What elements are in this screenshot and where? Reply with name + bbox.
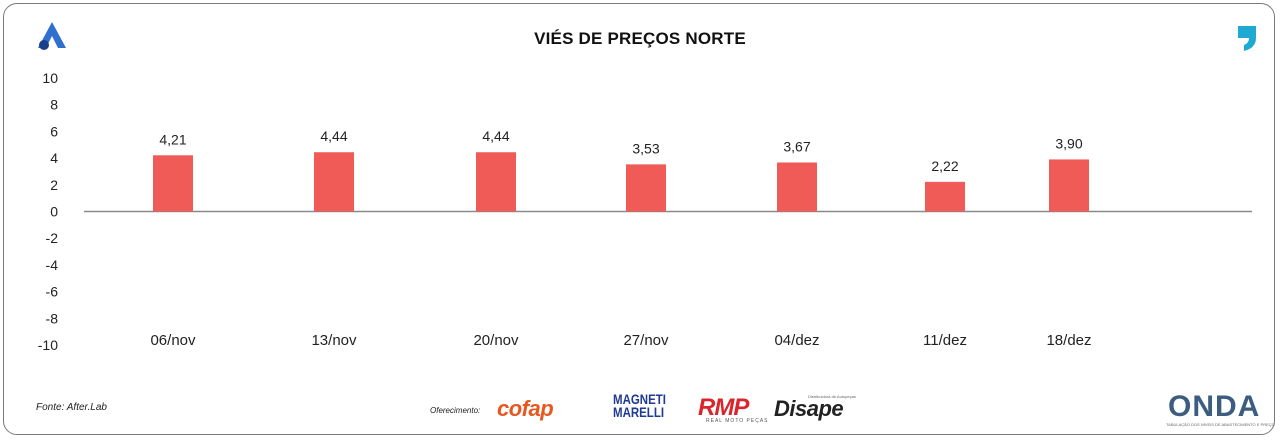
disape-logo: Disape — [774, 396, 844, 421]
y-tick-label: 4 — [50, 150, 58, 166]
y-tick-label: 10 — [42, 70, 58, 86]
onda-logo: ONDA — [1168, 390, 1261, 423]
chart-title: VIÉS DE PREÇOS NORTE — [534, 29, 746, 48]
magneti-line2: MARELLI — [613, 404, 665, 420]
y-tick-label: 0 — [50, 204, 58, 220]
data-label: 4,44 — [320, 128, 347, 144]
disape-tagline: Distribuidora de Autopeças — [808, 394, 856, 399]
magneti-marelli-logo: MAGNETI MARELLI — [613, 391, 666, 420]
rmp-logo: RMP — [698, 394, 749, 421]
x-tick-label: 04/dez — [774, 332, 819, 349]
data-label: 2,22 — [931, 158, 958, 174]
x-tick-label: 27/nov — [623, 332, 669, 349]
x-tick-label: 20/nov — [473, 332, 519, 349]
bar — [626, 164, 666, 212]
data-label: 4,21 — [159, 131, 186, 147]
after-lab-logo-icon — [38, 22, 66, 50]
x-tick-label: 13/nov — [311, 332, 357, 349]
x-tick-label: 06/nov — [150, 332, 196, 349]
x-tick-label: 18/dez — [1046, 332, 1091, 349]
source-note: Fonte: After.Lab — [36, 402, 107, 413]
quote-mark-icon — [1238, 26, 1256, 51]
cofap-logo: cofap — [497, 396, 554, 421]
y-tick-label: 2 — [50, 177, 58, 193]
data-label: 3,90 — [1055, 135, 1082, 151]
y-tick-label: -6 — [46, 284, 59, 300]
bar — [777, 162, 817, 212]
x-tick-label: 11/dez — [923, 332, 967, 349]
y-tick-label: -4 — [46, 257, 59, 273]
y-tick-label: -10 — [38, 337, 58, 353]
data-label: 4,44 — [482, 128, 509, 144]
y-tick-label: 6 — [50, 123, 58, 139]
bar — [925, 181, 965, 212]
y-tick-label: 8 — [50, 97, 58, 113]
y-tick-label: -2 — [46, 230, 59, 246]
sponsor-label: Oferecimento: — [430, 406, 481, 415]
onda-tagline: TABULAÇÃO DOS NÍVEIS DE ABASTECIMENTO E … — [1166, 422, 1275, 427]
y-tick-label: -8 — [46, 310, 59, 326]
data-label: 3,53 — [632, 140, 659, 156]
bar — [476, 152, 516, 212]
rmp-tagline: REAL MOTO PEÇAS — [706, 418, 769, 424]
bar — [314, 152, 354, 212]
magneti-line1: MAGNETI — [613, 391, 666, 407]
chart-frame — [3, 3, 1275, 435]
data-label: 3,67 — [783, 139, 810, 155]
bar — [153, 155, 193, 212]
bar — [1049, 159, 1089, 212]
